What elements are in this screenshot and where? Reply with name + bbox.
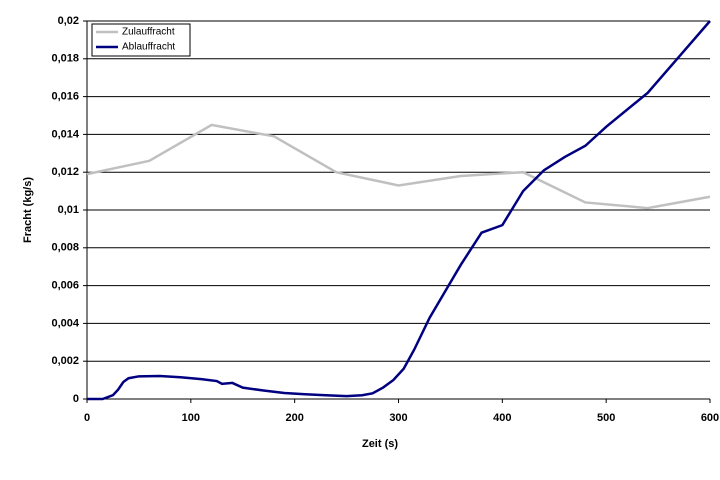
- y-tick-label: 0,008: [51, 242, 79, 254]
- x-tick-label: 500: [597, 412, 615, 424]
- y-tick-label: 0,016: [51, 91, 79, 103]
- y-tick-label: 0,004: [51, 317, 79, 329]
- y-tick-label: 0,02: [58, 15, 79, 27]
- x-tick-label: 100: [182, 412, 200, 424]
- y-axis-label: Fracht (kg/s): [22, 177, 34, 243]
- legend-label: Zulauffracht: [122, 27, 175, 38]
- x-tick-label: 600: [701, 412, 719, 424]
- y-tick-label: 0: [73, 393, 79, 405]
- y-tick-label: 0,01: [58, 204, 79, 216]
- y-tick-label: 0,002: [51, 355, 79, 367]
- legend: [91, 23, 191, 57]
- x-tick-label: 200: [285, 412, 303, 424]
- y-tick-label: 0,012: [51, 166, 79, 178]
- line-series: [86, 123, 711, 210]
- y-tick-label: 0,018: [51, 53, 79, 65]
- line-series: [87, 20, 711, 401]
- x-tick-label: 300: [389, 412, 407, 424]
- y-tick-label: 0,014: [51, 128, 79, 140]
- x-axis-label: Zeit (s): [362, 438, 398, 450]
- x-tick-label: 400: [493, 412, 511, 424]
- legend-label: Ablauffracht: [122, 42, 175, 53]
- x-tick-label: 0: [84, 412, 90, 424]
- y-tick-label: 0,006: [51, 280, 79, 292]
